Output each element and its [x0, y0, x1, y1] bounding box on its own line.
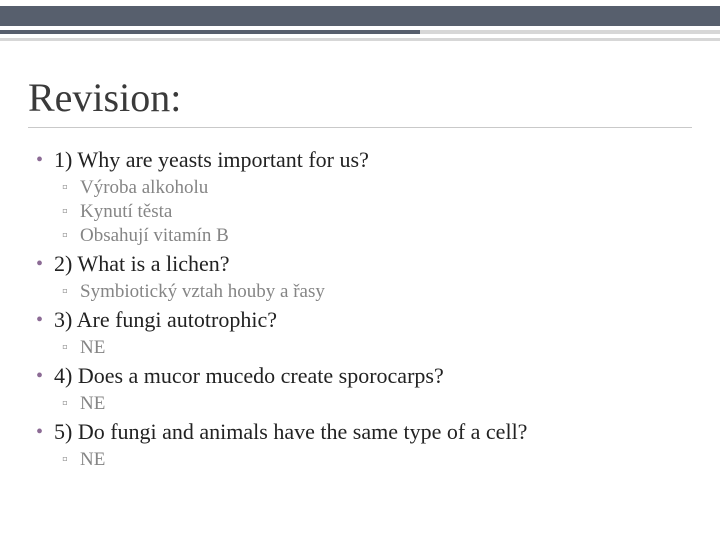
question-text: 3) Are fungi autotrophic?: [54, 306, 692, 334]
list-item: 2) What is a lichen?: [28, 250, 692, 278]
list-item: 3) Are fungi autotrophic?: [28, 306, 692, 334]
answer-text: Výroba alkoholu: [80, 177, 208, 198]
answer-item: NE: [54, 392, 692, 416]
title-underline: [28, 127, 692, 128]
answer-text: Obsahují vitamín B: [80, 225, 229, 246]
answer-text: NE: [80, 449, 105, 470]
answer-text: NE: [80, 393, 105, 414]
answer-text: NE: [80, 337, 105, 358]
answer-item: Kynutí těsta: [54, 200, 692, 224]
answer-item: NE: [54, 448, 692, 472]
slide-body: Revision: 1) Why are yeasts important fo…: [0, 44, 720, 484]
answer-list: Výroba alkoholu Kynutí těsta Obsahují vi…: [54, 176, 692, 248]
answer-item: Obsahují vitamín B: [54, 224, 692, 248]
question-text: 2) What is a lichen?: [54, 250, 692, 278]
question-text: 4) Does a mucor mucedo create sporocarps…: [54, 362, 692, 390]
question-list: 1) Why are yeasts important for us? Výro…: [28, 146, 692, 472]
question-text: 1) Why are yeasts important for us?: [54, 146, 692, 174]
answer-list: NE: [54, 336, 692, 360]
list-item: 1) Why are yeasts important for us?: [28, 146, 692, 174]
answer-text: Kynutí těsta: [80, 201, 172, 222]
answer-list: NE: [54, 392, 692, 416]
answer-item: Symbiotický vztah houby a řasy: [54, 280, 692, 304]
answer-text: Symbiotický vztah houby a řasy: [80, 281, 325, 302]
list-item: 4) Does a mucor mucedo create sporocarps…: [28, 362, 692, 390]
answer-item: NE: [54, 336, 692, 360]
answer-list: NE: [54, 448, 692, 472]
question-text: 5) Do fungi and animals have the same ty…: [54, 418, 692, 446]
answer-list: Symbiotický vztah houby a řasy: [54, 280, 692, 304]
list-item: 5) Do fungi and animals have the same ty…: [28, 418, 692, 446]
slide-title: Revision:: [28, 74, 692, 121]
header-decoration: [0, 0, 720, 44]
answer-item: Výroba alkoholu: [54, 176, 692, 200]
